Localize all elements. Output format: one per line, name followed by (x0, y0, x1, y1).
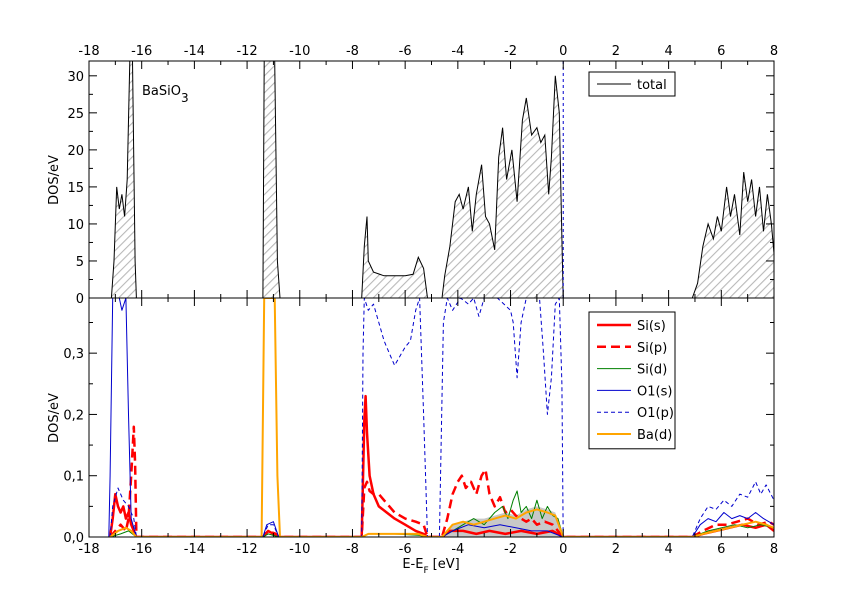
legend-label-total: total (637, 78, 667, 93)
y-tick-label-top: 25 (67, 107, 84, 122)
bottom-plot-area (108, 298, 774, 537)
total-dos-line-0 (110, 61, 564, 298)
x-axis-label-sub: F (423, 566, 428, 576)
x-tick-label-top: 0 (559, 44, 567, 59)
top-panel: 0 5 10 15 20 25 30 -18 -16 -14 -12 -10 -8 -6 -4 -2 0 2 4 6 8… (67, 44, 778, 307)
series-line-sis (108, 394, 774, 537)
total-dos-fill-1 (692, 172, 774, 298)
x-axis-label-main: E-E (402, 557, 423, 572)
x-tick-label-bottom: 6 (717, 542, 725, 557)
y-axis-label-bottom: DOS/eV (47, 393, 62, 443)
y-tick-label-top: 10 (67, 218, 84, 233)
x-tick-label-bottom: -12 (236, 542, 257, 557)
y-tick-label-top: 15 (67, 181, 84, 196)
x-tick-label-top: 6 (717, 44, 725, 59)
legend-top: total (588, 71, 676, 97)
series-line-o1p (109, 298, 774, 537)
x-tick-label-bottom: -8 (346, 542, 359, 557)
x-tick-label-bottom: 0 (559, 542, 567, 557)
legend-label-o1p: O1(p) (637, 406, 674, 421)
legend-label-sis: Si(s) (637, 319, 666, 334)
x-axis-label-unit: [eV] (433, 557, 460, 572)
x-tick-label-top: 8 (770, 44, 778, 59)
formula-annotation: BaSiO3 (142, 84, 189, 105)
y-tick-label-top: 20 (67, 144, 84, 159)
legend-bottom: Si(s) Si(p) Si(d) O1(s) O1(p) Ba(d) (588, 311, 676, 450)
x-tick-label-bottom: -6 (399, 542, 412, 557)
x-tick-label-top: -6 (399, 44, 412, 59)
x-tick-label-bottom: 4 (664, 542, 672, 557)
y-tick-label-bottom: 0,2 (63, 408, 84, 423)
formula-subscript: 3 (181, 91, 189, 105)
y-tick-label-bottom: 0,1 (63, 470, 84, 485)
legend-top-box (588, 71, 676, 97)
x-tick-label-bottom: 2 (612, 542, 620, 557)
x-tick-label-bottom: -10 (289, 542, 310, 557)
x-tick-label-bottom: 8 (770, 542, 778, 557)
x-tick-label-bottom: -16 (131, 542, 152, 557)
series-line-o1s (108, 298, 774, 537)
series-line-bad (109, 298, 774, 537)
x-tick-label-top: -16 (131, 44, 152, 59)
x-tick-label-bottom: -2 (504, 542, 517, 557)
legend-label-bad: Ba(d) (637, 428, 672, 443)
x-tick-label-top: -10 (289, 44, 310, 59)
formula-base: BaSiO (142, 84, 181, 99)
axis-labels: DOS/eV DOS/eV E-EF [eV] BaSiO3 (47, 84, 460, 576)
x-tick-label-bottom: -18 (78, 542, 99, 557)
top-panel-frame (88, 60, 775, 299)
legend-bottom-box (588, 311, 676, 450)
top-plot-area (110, 61, 774, 298)
x-tick-label-top: -14 (184, 44, 205, 59)
x-tick-label-top: -2 (504, 44, 517, 59)
x-tick-label-top: -12 (236, 44, 257, 59)
total-dos-line-1 (691, 172, 774, 298)
x-tick-label-top: -8 (346, 44, 359, 59)
x-tick-label-top: 4 (664, 44, 672, 59)
bottom-panel: 0,0 0,1 0,2 0,3 -18 -16 -14 -12 -10 -8 -6 -4 -2 0 2 4 6 8… (63, 297, 778, 557)
y-axis-label-top: DOS/eV (47, 155, 62, 205)
total-dos-fill-0 (111, 61, 564, 298)
y-tick-label-bottom: 0,0 (63, 531, 84, 546)
x-tick-label-top: -4 (451, 44, 464, 59)
series-line-sid (109, 490, 774, 537)
y-tick-label-top: 5 (76, 255, 84, 270)
series-line-sip (109, 425, 774, 537)
y-tick-label-bottom: 0,3 (63, 347, 84, 362)
x-axis-label: E-EF [eV] (402, 557, 459, 576)
legend-label-o1s: O1(s) (637, 384, 672, 399)
x-tick-label-bottom: -14 (184, 542, 205, 557)
legend-label-sid: Si(d) (637, 363, 667, 378)
legend-label-sip: Si(p) (637, 341, 667, 356)
x-tick-label-top: 2 (612, 44, 620, 59)
y-tick-label-top: 0 (76, 292, 84, 307)
y-tick-label-top: 30 (67, 70, 84, 85)
x-tick-label-bottom: -4 (451, 542, 464, 557)
x-tick-label-top: -18 (78, 44, 99, 59)
